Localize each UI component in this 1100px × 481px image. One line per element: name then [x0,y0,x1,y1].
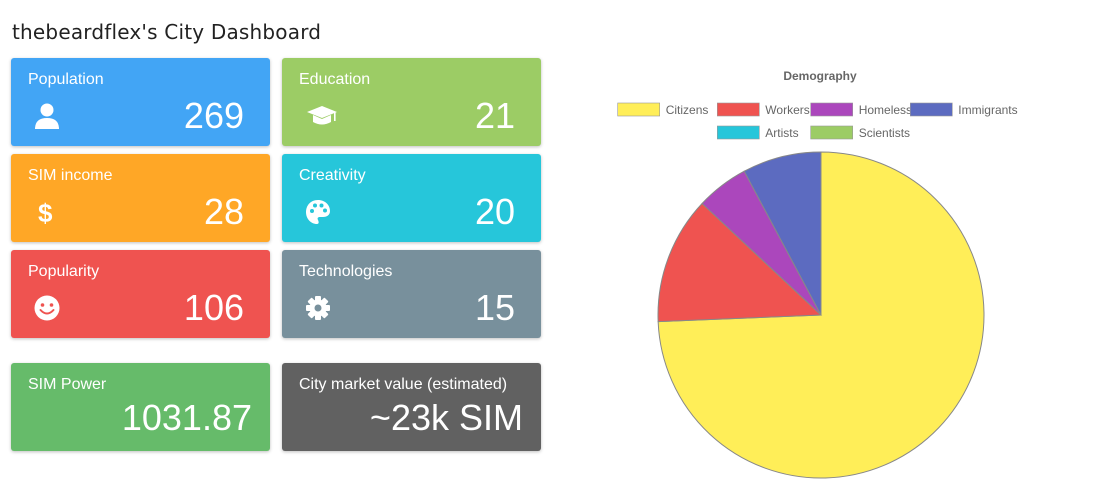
population-card: Population 269 [11,58,270,146]
card-value: ~23k SIM [369,397,523,438]
legend-item-scientists[interactable]: Scientists [810,125,910,140]
demography-chart: Demography Citizens Workers Homeless Immigr… [617,69,1018,479]
legend-label: Citizens [666,103,709,117]
card-label: Popularity [28,263,100,280]
legend-swatch [617,102,661,117]
graduation-cap-icon [307,106,337,125]
svg-text:$: $ [38,198,53,226]
gear-icon [306,296,330,320]
legend-item-citizens[interactable]: Citizens [617,102,709,117]
market-value-card: City market value (estimated) ~23k SIM [282,363,541,451]
creativity-card: Creativity 20 [282,154,541,242]
card-value: 28 [203,191,244,232]
card-label: Technologies [299,263,393,280]
pie-slices [657,151,985,479]
card-value: 106 [183,287,244,328]
legend-swatch [909,102,953,117]
technologies-card: Technologies 15 [282,250,541,338]
education-card: Education 21 [282,58,541,146]
card-label: SIM income [28,167,113,184]
pie-slice-immigrants[interactable] [743,151,822,316]
legend-item-artists[interactable]: Artists [717,125,799,140]
chart-legend: Citizens Workers Homeless Immigrants Artists… [617,102,1018,140]
legend-label: Scientists [859,126,910,140]
dollar-icon: $ [38,198,53,226]
smile-icon [34,295,60,321]
legend-swatch [810,102,853,117]
card-label: Population [28,71,104,88]
sim-power-card: SIM Power 1031.87 [11,363,270,451]
legend-item-homeless[interactable]: Homeless [810,102,912,117]
chart-title: Demography [783,69,857,83]
legend-swatch [810,125,853,140]
card-value: 269 [183,95,244,136]
palette-icon [306,200,330,224]
sim-income-card: SIM income $ 28 [11,154,270,242]
page-title: thebeardflex's City Dashboard [12,20,322,44]
card-label: Creativity [299,167,366,184]
card-label: SIM Power [28,376,107,393]
legend-item-immigrants[interactable]: Immigrants [909,102,1018,117]
card-value: 20 [474,191,515,232]
user-icon [35,103,59,129]
legend-label: Artists [765,126,798,140]
legend-swatch [717,102,760,117]
card-value: 15 [474,287,515,328]
legend-swatch [717,125,760,140]
legend-item-workers[interactable]: Workers [717,102,810,117]
card-value: 1031.87 [121,397,252,438]
pie-slice-workers[interactable] [657,202,823,323]
legend-label: Homeless [859,103,912,117]
legend-label: Immigrants [958,103,1017,117]
legend-label: Workers [765,103,809,117]
card-label: City market value (estimated) [299,376,508,393]
popularity-card: Popularity 106 [11,250,270,338]
card-label: Education [299,71,371,88]
card-value: 21 [474,95,515,136]
